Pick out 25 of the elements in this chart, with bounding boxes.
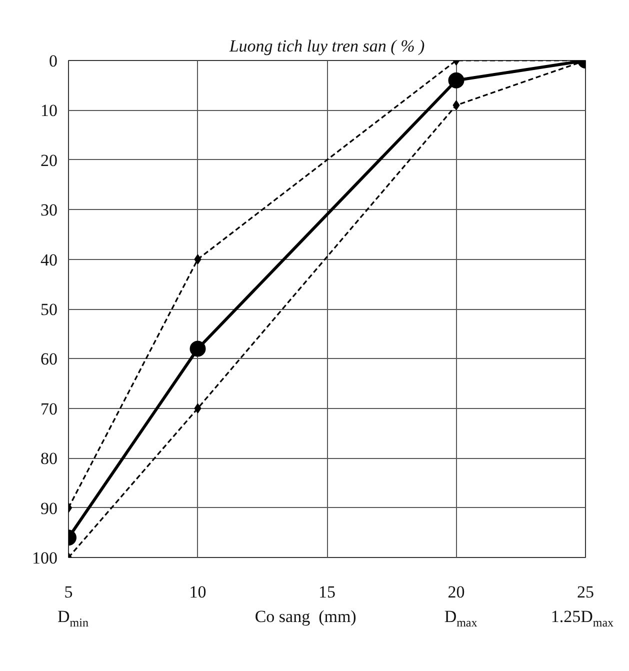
point (190, 340, 206, 357)
point (452, 100, 460, 110)
x-tick-label: 5 (64, 582, 73, 602)
text: 1.25D$_{max}$ (550, 606, 614, 632)
x-tick-label: 15 (318, 582, 336, 602)
x-tick-label: 10 (189, 582, 206, 602)
x-tick-label: 25 (577, 582, 594, 602)
y-axis-title: Luong tich luy tren san ( % ) (228, 36, 425, 56)
y-tick-label: 0 (49, 52, 58, 70)
y-tick-label: 10 (40, 101, 58, 120)
y-tick-label: 100 (32, 548, 58, 568)
y-tick-label: 70 (40, 399, 58, 418)
y-tick-label: 90 (40, 498, 58, 518)
y-tick-label: 20 (40, 150, 58, 170)
y-tick-label: 50 (40, 300, 58, 319)
y-tick-label: 30 (40, 200, 58, 220)
y-tick-label: 60 (40, 350, 58, 369)
text: D$_{max}$ (444, 606, 478, 632)
y-tick-label: 80 (40, 449, 58, 468)
x-axis-title: Co sang (mm) (254, 606, 356, 628)
y-tick-label: 40 (40, 250, 58, 270)
point (194, 403, 202, 414)
text: D$_{min}$ (58, 606, 88, 632)
x-tick-label: 20 (448, 582, 465, 602)
point (448, 72, 464, 88)
